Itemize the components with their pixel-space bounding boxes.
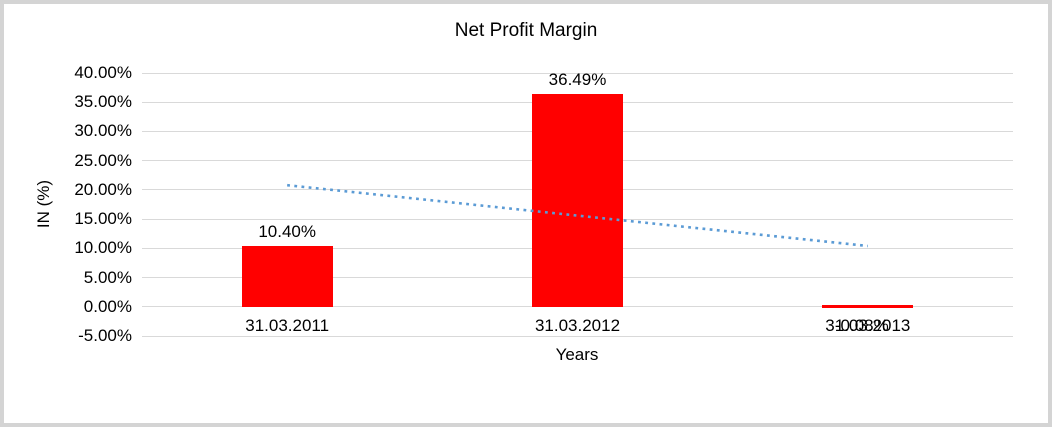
y-tick-label: 35.00% xyxy=(74,92,132,112)
gridline xyxy=(142,72,1013,74)
y-tick-label: 20.00% xyxy=(74,179,132,199)
gridline xyxy=(142,335,1013,337)
x-axis-title: Years xyxy=(555,345,599,364)
bar-value-label: 36.49% xyxy=(548,69,607,89)
chart-title: Net Profit Margin xyxy=(454,20,598,41)
gridline xyxy=(142,306,1013,308)
category-label: 31.03.2013 xyxy=(825,315,911,335)
category-label: 31.03.2012 xyxy=(534,315,621,335)
bar-value-label: 10.40% xyxy=(258,221,316,241)
y-tick-label: 40.00% xyxy=(74,63,132,82)
y-tick-label: -5.00% xyxy=(78,326,132,345)
y-tick-label: 25.00% xyxy=(74,150,132,170)
bar xyxy=(822,304,914,309)
bar xyxy=(532,93,623,307)
y-tick-label: 0.00% xyxy=(83,296,132,316)
y-tick-label: 10.00% xyxy=(74,238,132,258)
y-tick-label: 5.00% xyxy=(83,267,132,287)
trendline xyxy=(287,183,868,248)
category-label: 31.03.2011 xyxy=(245,315,330,335)
bar xyxy=(241,245,333,307)
y-tick-label: 15.00% xyxy=(74,209,132,229)
y-tick-label: 30.00% xyxy=(74,121,132,141)
bar-value-label: -0.08% xyxy=(834,315,889,335)
